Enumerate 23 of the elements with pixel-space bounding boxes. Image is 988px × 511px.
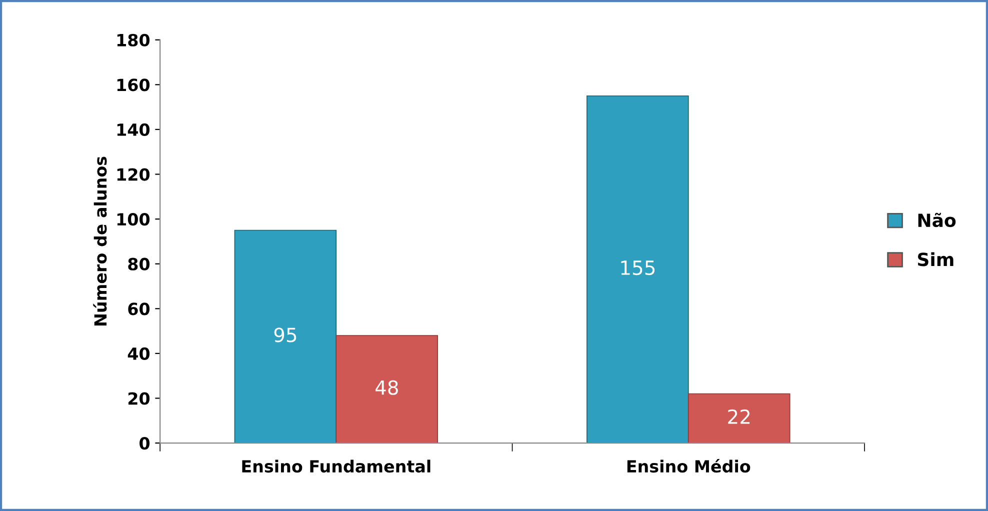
x-tick-label: Ensino Fundamental [242, 460, 430, 473]
bar [688, 393, 790, 444]
y-tick-label: 80 [128, 258, 150, 270]
y-tick-label: 40 [128, 347, 150, 360]
y-tick-label: 180 [117, 34, 150, 46]
y-tick-label: 60 [128, 302, 150, 316]
data-label: 155 [621, 260, 655, 276]
data-label: 95 [274, 328, 296, 342]
data-label: 48 [375, 380, 398, 395]
y-tick-label: 120 [117, 168, 150, 181]
x-tick-label: Ensino Médio [627, 459, 750, 473]
legend-label: Não [918, 212, 956, 228]
y-tick-label: 160 [117, 78, 150, 92]
y-tick-label: 20 [128, 392, 150, 405]
data-label: 22 [728, 409, 750, 424]
bar [586, 95, 689, 444]
y-tick-label: 140 [117, 123, 150, 136]
y-tick-label: 0 [140, 437, 150, 450]
legend-label: Sim [918, 252, 954, 266]
y-tick-label: 100 [117, 213, 150, 226]
bar [234, 230, 337, 444]
bar [336, 335, 438, 444]
y-axis-title: Número de alunos [93, 156, 107, 326]
